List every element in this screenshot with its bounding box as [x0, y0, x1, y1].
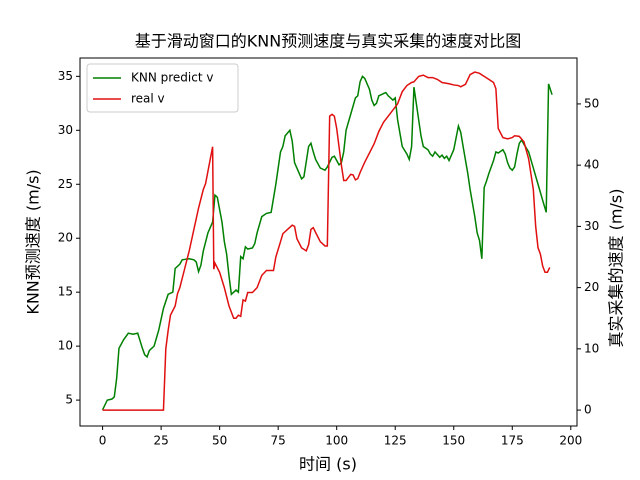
y-axis-label: KNN预测速度 (m/s) — [24, 169, 43, 314]
y-tick-label: 25 — [58, 177, 73, 191]
y-tick-label: 35 — [58, 69, 73, 83]
x-tick-label: 150 — [442, 434, 465, 448]
y2-tick-label: 20 — [584, 280, 599, 294]
plot-frame — [79, 57, 578, 427]
x-tick-label: 50 — [212, 434, 227, 448]
x-axis-label: 时间 (s) — [299, 455, 357, 474]
series-line — [102, 71, 551, 411]
x-tick-label: 100 — [325, 434, 348, 448]
y2-tick-label: 10 — [584, 341, 599, 355]
series-line — [101, 75, 553, 411]
x-tick-label: 0 — [99, 434, 107, 448]
x-tick-label: 175 — [501, 434, 524, 448]
x-tick-label: 200 — [559, 434, 582, 448]
y-tick-label: 15 — [58, 285, 73, 299]
y2-tick-label: 50 — [584, 96, 599, 110]
x-tick-label: 75 — [271, 434, 286, 448]
x-tick-label: 125 — [384, 434, 407, 448]
y2-tick-label: 0 — [584, 403, 592, 417]
y-tick-label: 10 — [58, 339, 73, 353]
y-tick-label: 5 — [65, 393, 73, 407]
legend-label: real v — [131, 92, 165, 106]
y2-axis-label: 真实采集的速度 (m/s) — [607, 189, 626, 348]
y2-tick-label: 30 — [584, 219, 599, 233]
x-tick-label: 25 — [153, 434, 168, 448]
chart-title: 基于滑动窗口的KNN预测速度与真实采集的速度对比图 — [135, 32, 521, 51]
y2-tick-label: 40 — [584, 158, 599, 172]
legend-label: KNN predict v — [131, 71, 213, 85]
legend-box — [86, 63, 239, 113]
y-tick-label: 20 — [58, 231, 73, 245]
y-tick-label: 30 — [58, 123, 73, 137]
